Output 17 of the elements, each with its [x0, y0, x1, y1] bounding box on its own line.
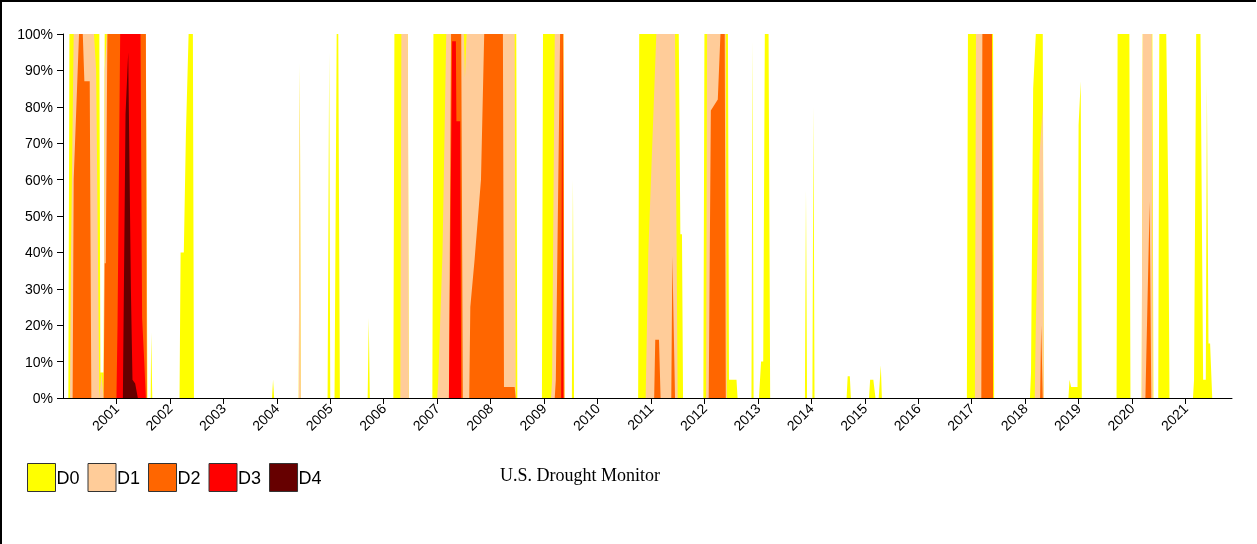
y-tick-label: 60% — [24, 171, 53, 188]
y-tick-label: 70% — [24, 135, 53, 152]
legend-label: D4 — [298, 467, 322, 488]
y-tick-label: 40% — [24, 244, 53, 261]
legend-label: D0 — [56, 467, 80, 488]
y-tick-label: 50% — [24, 208, 53, 224]
y-tick-label: 90% — [24, 62, 53, 79]
y-tick-label: 20% — [24, 317, 53, 334]
y-tick-label: 0% — [32, 390, 53, 406]
y-tick-label: 100% — [17, 26, 53, 42]
text: U.S. Drought Monitor — [500, 465, 661, 485]
legend-label: D2 — [177, 467, 201, 488]
y-tick-label: 10% — [24, 353, 53, 370]
legend-label: D1 — [117, 467, 141, 488]
y-tick-label: 80% — [24, 98, 53, 115]
y-tick-label: 30% — [24, 280, 53, 297]
legend-label: D3 — [238, 467, 262, 488]
